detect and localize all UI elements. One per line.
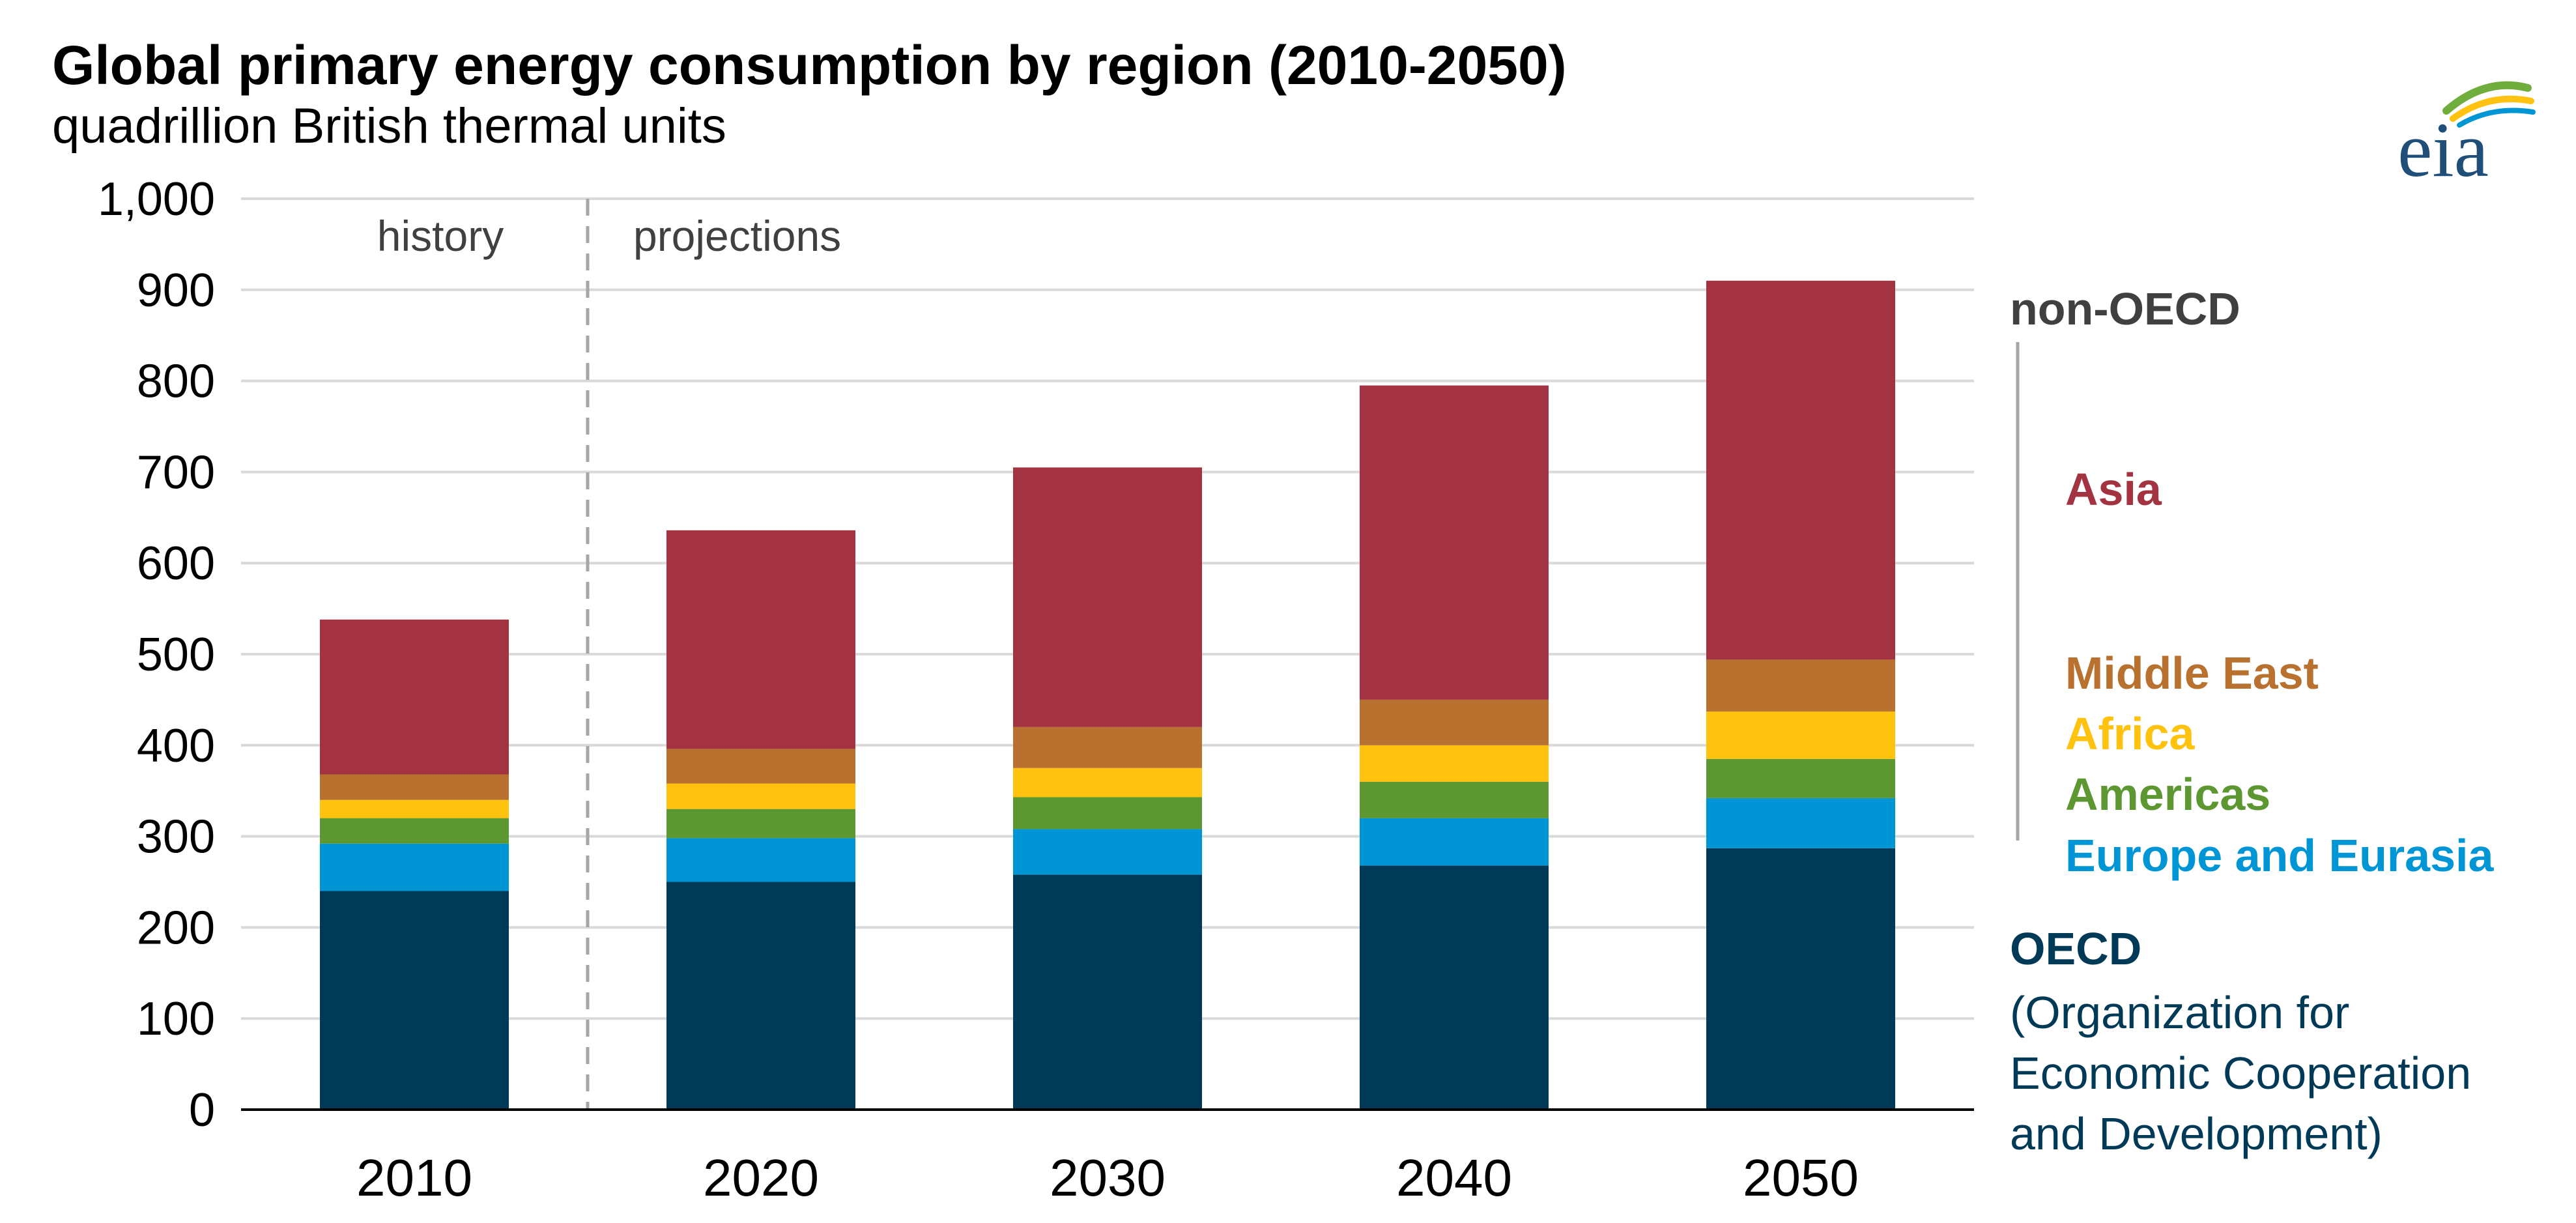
chart-title: Global primary energy consumption by reg… bbox=[52, 35, 1567, 96]
legend-oecd-description-line: Economic Cooperation bbox=[2010, 1048, 2471, 1099]
eia-logo-swoosh-yellow bbox=[2450, 95, 2534, 122]
bar-segment bbox=[1013, 467, 1202, 727]
eia-logo-swoosh-green bbox=[2442, 81, 2532, 115]
bar-segment bbox=[1706, 659, 1895, 712]
legend-item: OECD bbox=[2010, 923, 2141, 974]
y-tick-label: 100 bbox=[137, 993, 215, 1045]
legend-oecd-description-line: (Organization for bbox=[2010, 987, 2349, 1038]
bar-segment bbox=[666, 809, 855, 839]
bar-stack-2050 bbox=[1706, 280, 1895, 1110]
legend-item: Asia bbox=[2065, 464, 2162, 515]
bar-segment bbox=[1013, 797, 1202, 829]
bar-segment bbox=[666, 530, 855, 749]
bar-segment bbox=[320, 619, 509, 775]
bar-segment bbox=[320, 799, 509, 818]
legend-group-non-oecd: non-OECD bbox=[2010, 283, 2240, 334]
history-label: history bbox=[377, 212, 504, 260]
y-tick-label: 300 bbox=[137, 811, 215, 863]
legend: non-OECD Asia Middle East Africa Americas Eu… bbox=[2010, 283, 2494, 1159]
bar-segment bbox=[1706, 280, 1895, 660]
bar-segment bbox=[1360, 699, 1549, 745]
legend-oecd-description-line: and Development) bbox=[2010, 1108, 2383, 1159]
bar-segment bbox=[1360, 385, 1549, 700]
bar-segment bbox=[666, 749, 855, 784]
eia-logo: eia bbox=[2397, 81, 2536, 193]
bar-segment bbox=[320, 774, 509, 800]
y-tick-label: 600 bbox=[137, 538, 215, 590]
y-axis-tick-labels: 0 100 200 300 400 500 600 700 800 900 1,000 bbox=[98, 173, 215, 1136]
y-tick-label: 700 bbox=[137, 446, 215, 498]
bar-stack-2030 bbox=[1013, 467, 1202, 1110]
eia-logo-swoosh-blue bbox=[2457, 108, 2536, 128]
bar-segment bbox=[320, 818, 509, 844]
bar-stack-2040 bbox=[1360, 385, 1549, 1110]
y-tick-label: 0 bbox=[189, 1084, 215, 1136]
bar-segment bbox=[666, 783, 855, 809]
bar-segment bbox=[1360, 818, 1549, 866]
bar-segment bbox=[666, 838, 855, 882]
chart-subtitle: quadrillion British thermal units bbox=[52, 98, 726, 154]
y-tick-label: 800 bbox=[137, 356, 215, 408]
x-axis-tick-labels: 2010 2020 2030 2040 2050 bbox=[356, 1149, 1859, 1207]
legend-item: Europe and Eurasia bbox=[2065, 830, 2494, 881]
bar-segment bbox=[320, 843, 509, 891]
bar-stack-2010 bbox=[320, 619, 509, 1110]
bar-segment bbox=[1706, 798, 1895, 848]
y-tick-label: 400 bbox=[137, 720, 215, 772]
y-tick-label: 1,000 bbox=[98, 173, 215, 225]
x-tick-label: 2030 bbox=[1050, 1149, 1166, 1207]
x-tick-label: 2040 bbox=[1396, 1149, 1512, 1207]
eia-logo-text: eia bbox=[2397, 106, 2489, 193]
bar-segment bbox=[666, 882, 855, 1110]
bar-segment bbox=[1706, 758, 1895, 798]
bar-segment bbox=[1013, 768, 1202, 798]
bar-segment bbox=[1013, 829, 1202, 875]
bar-segment bbox=[1360, 781, 1549, 818]
legend-item: Americas bbox=[2065, 769, 2270, 820]
bar-segment bbox=[1013, 727, 1202, 768]
y-tick-label: 200 bbox=[137, 902, 215, 954]
x-tick-label: 2020 bbox=[703, 1149, 819, 1207]
bar-stack-2020 bbox=[666, 530, 855, 1110]
bar-segment bbox=[1360, 745, 1549, 782]
y-tick-label: 900 bbox=[137, 265, 215, 317]
bar-stacks bbox=[320, 280, 1895, 1110]
bar-segment bbox=[1360, 865, 1549, 1110]
projections-label: projections bbox=[633, 212, 841, 260]
bar-segment bbox=[1013, 874, 1202, 1110]
x-tick-label: 2050 bbox=[1743, 1149, 1859, 1207]
bar-segment bbox=[1706, 848, 1895, 1110]
y-tick-label: 500 bbox=[137, 629, 215, 681]
legend-item: Africa bbox=[2065, 708, 2195, 759]
bar-segment bbox=[1706, 712, 1895, 759]
bar-segment bbox=[320, 891, 509, 1110]
x-tick-label: 2010 bbox=[356, 1149, 472, 1207]
legend-item: Middle East bbox=[2065, 648, 2319, 698]
